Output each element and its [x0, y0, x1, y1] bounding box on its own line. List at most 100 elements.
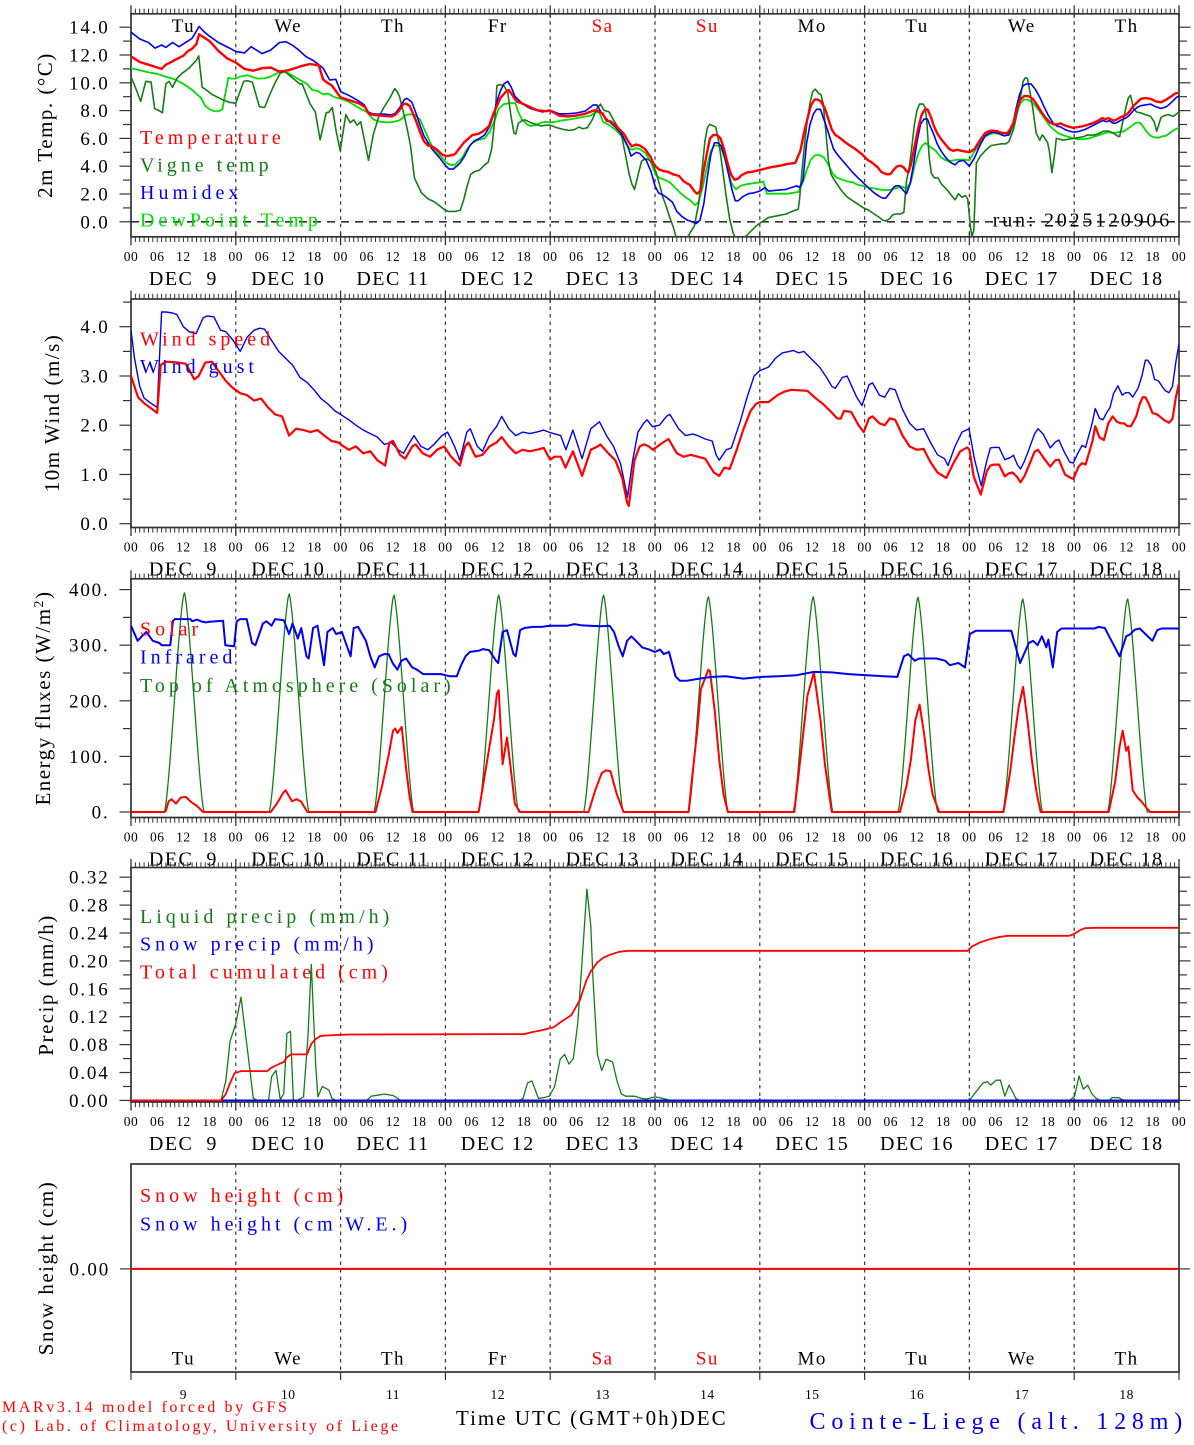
- svg-text:06: 06: [988, 830, 1003, 845]
- svg-text:00: 00: [229, 540, 244, 555]
- svg-text:DEC 11: DEC 11: [356, 1133, 429, 1155]
- svg-text:12: 12: [1015, 249, 1030, 264]
- svg-text:0.32: 0.32: [69, 868, 109, 889]
- svg-text:06: 06: [1093, 1114, 1108, 1129]
- svg-text:18: 18: [1041, 540, 1056, 555]
- svg-text:12: 12: [386, 1114, 401, 1129]
- svg-text:18: 18: [831, 540, 846, 555]
- svg-text:06: 06: [1093, 540, 1108, 555]
- svg-text:DEC 10: DEC 10: [251, 1133, 325, 1155]
- svg-text:06: 06: [464, 1114, 479, 1129]
- svg-text:06: 06: [360, 1114, 375, 1129]
- svg-text:1.0: 1.0: [80, 465, 109, 486]
- svg-text:06: 06: [779, 830, 794, 845]
- svg-text:06: 06: [569, 1114, 584, 1129]
- svg-text:MARv3.14 model forced by GFS: MARv3.14 model forced by GFS: [2, 1399, 289, 1416]
- svg-text:00: 00: [333, 249, 348, 264]
- svg-text:00: 00: [543, 249, 558, 264]
- svg-text:12: 12: [700, 540, 715, 555]
- svg-text:18: 18: [202, 830, 217, 845]
- svg-text:12: 12: [1119, 830, 1134, 845]
- svg-text:06: 06: [464, 249, 479, 264]
- svg-text:00: 00: [229, 1114, 244, 1129]
- svg-text:18: 18: [622, 249, 637, 264]
- svg-text:00: 00: [857, 830, 872, 845]
- svg-text:12: 12: [595, 830, 610, 845]
- svg-text:18: 18: [412, 1114, 427, 1129]
- svg-text:00: 00: [1067, 830, 1082, 845]
- svg-text:DEC 16: DEC 16: [880, 268, 954, 290]
- svg-text:18: 18: [936, 249, 951, 264]
- svg-text:18: 18: [517, 830, 532, 845]
- svg-text:06: 06: [569, 249, 584, 264]
- svg-text:18: 18: [202, 1114, 217, 1129]
- svg-text:18: 18: [412, 540, 427, 555]
- svg-text:18: 18: [307, 830, 322, 845]
- svg-text:10: 10: [281, 1387, 296, 1402]
- svg-text:12: 12: [1015, 1114, 1030, 1129]
- svg-text:12: 12: [281, 540, 296, 555]
- svg-text:Humidex: Humidex: [140, 182, 242, 204]
- svg-text:15: 15: [805, 1387, 820, 1402]
- svg-text:00: 00: [1172, 249, 1187, 264]
- svg-text:10m Wind (m/s): 10m Wind (m/s): [40, 334, 64, 493]
- svg-text:00: 00: [1172, 540, 1187, 555]
- svg-text:00: 00: [1067, 540, 1082, 555]
- svg-text:12: 12: [386, 249, 401, 264]
- svg-text:12: 12: [595, 1114, 610, 1129]
- svg-text:run: 2025120906: run: 2025120906: [993, 209, 1172, 231]
- svg-text:12: 12: [595, 540, 610, 555]
- svg-text:Tu: Tu: [172, 16, 195, 37]
- svg-text:16: 16: [910, 1387, 925, 1402]
- svg-text:18: 18: [517, 540, 532, 555]
- svg-text:18: 18: [622, 830, 637, 845]
- svg-text:Infrared: Infrared: [140, 647, 236, 669]
- svg-text:06: 06: [1093, 830, 1108, 845]
- svg-text:12: 12: [281, 1114, 296, 1129]
- svg-text:18: 18: [307, 1114, 322, 1129]
- svg-text:Tu: Tu: [905, 1348, 928, 1369]
- svg-text:06: 06: [779, 1114, 794, 1129]
- svg-text:00: 00: [753, 1114, 768, 1129]
- svg-text:Snow height (cm W.E.): Snow height (cm W.E.): [140, 1213, 411, 1235]
- svg-text:12: 12: [805, 1114, 820, 1129]
- svg-text:We: We: [274, 16, 302, 37]
- svg-text:Snow precip (mm/h): Snow precip (mm/h): [140, 934, 378, 956]
- svg-text:Fr: Fr: [488, 1348, 508, 1369]
- svg-text:00: 00: [124, 540, 139, 555]
- svg-text:Th: Th: [381, 1348, 405, 1369]
- svg-text:DEC 13: DEC 13: [566, 1133, 640, 1155]
- svg-text:12: 12: [1119, 1114, 1134, 1129]
- svg-text:06: 06: [988, 1114, 1003, 1129]
- svg-text:18: 18: [622, 540, 637, 555]
- svg-text:2.0: 2.0: [80, 185, 109, 206]
- svg-text:00: 00: [962, 830, 977, 845]
- svg-text:18: 18: [412, 249, 427, 264]
- svg-text:4.0: 4.0: [80, 157, 109, 178]
- svg-text:0.24: 0.24: [69, 924, 109, 945]
- svg-text:06: 06: [674, 249, 689, 264]
- svg-text:14.0: 14.0: [69, 18, 109, 39]
- svg-text:Vigne temp: Vigne temp: [140, 155, 273, 177]
- svg-text:0.16: 0.16: [69, 979, 109, 1000]
- svg-text:0.28: 0.28: [69, 896, 109, 917]
- svg-text:Wind gust: Wind gust: [140, 356, 258, 378]
- svg-text:12: 12: [386, 540, 401, 555]
- svg-text:06: 06: [255, 540, 270, 555]
- svg-text:00: 00: [857, 1114, 872, 1129]
- svg-text:18: 18: [726, 249, 741, 264]
- svg-text:06: 06: [464, 540, 479, 555]
- svg-text:12.0: 12.0: [69, 46, 109, 67]
- svg-text:DEC 14: DEC 14: [670, 268, 744, 290]
- svg-text:12: 12: [1015, 830, 1030, 845]
- svg-text:12: 12: [491, 830, 506, 845]
- svg-text:12: 12: [805, 249, 820, 264]
- svg-text:18: 18: [202, 249, 217, 264]
- svg-text:3.0: 3.0: [80, 367, 109, 388]
- svg-text:12: 12: [281, 830, 296, 845]
- svg-text:12: 12: [386, 830, 401, 845]
- svg-text:12: 12: [491, 1114, 506, 1129]
- svg-text:18: 18: [517, 249, 532, 264]
- svg-text:00: 00: [333, 540, 348, 555]
- svg-text:DEC 18: DEC 18: [1090, 268, 1164, 290]
